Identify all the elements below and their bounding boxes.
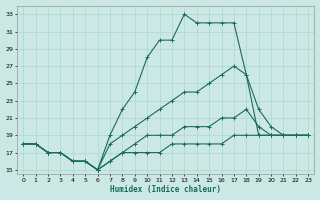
X-axis label: Humidex (Indice chaleur): Humidex (Indice chaleur) <box>110 185 221 194</box>
